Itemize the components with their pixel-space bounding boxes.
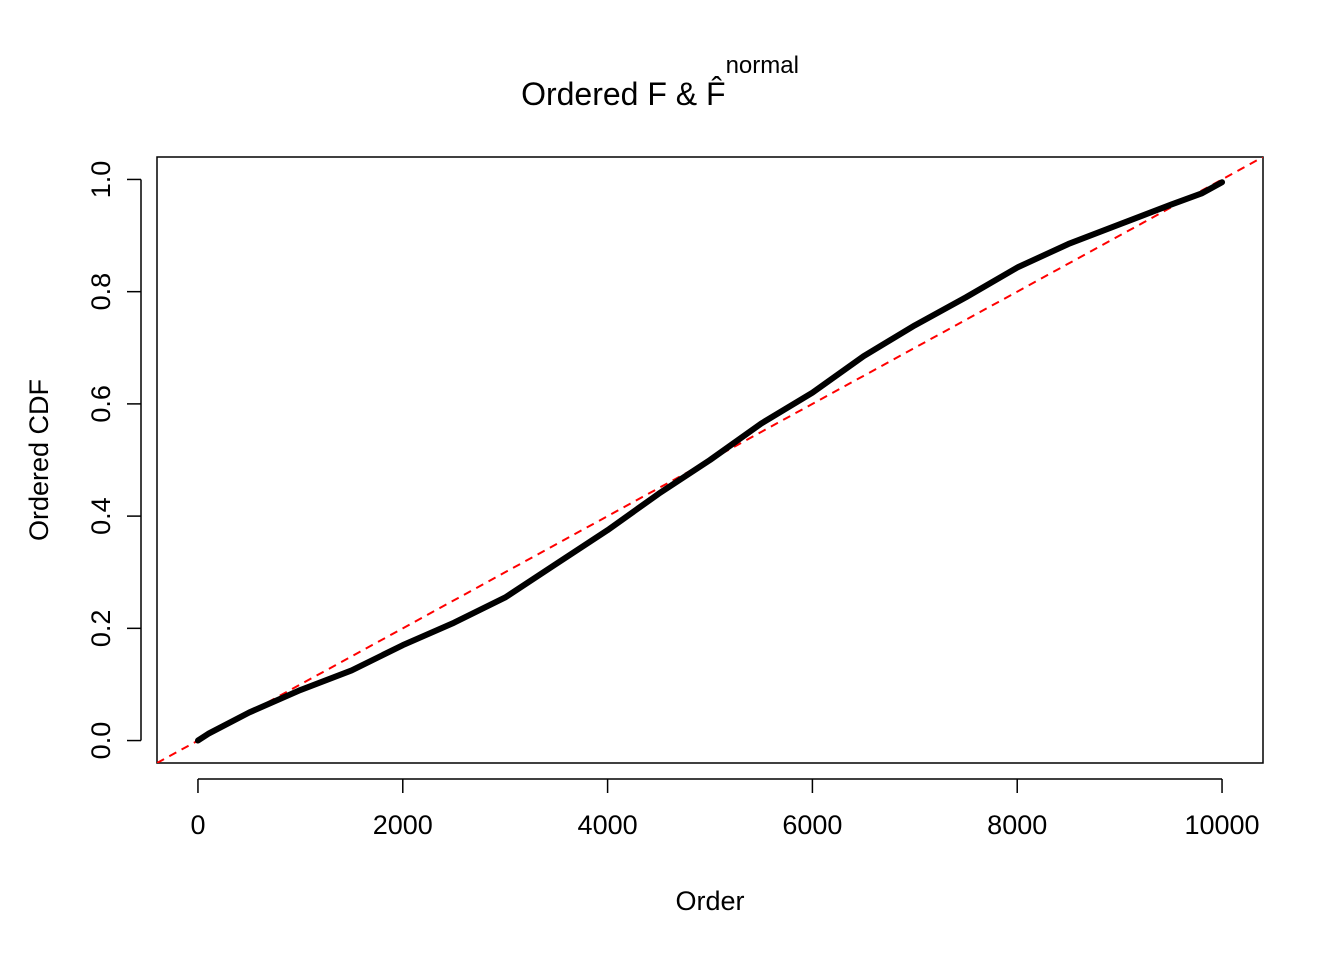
x-tick-label: 6000 xyxy=(782,810,842,840)
x-tick-label: 8000 xyxy=(987,810,1047,840)
title-main: Ordered F & F̂ xyxy=(521,76,726,112)
plot-area xyxy=(157,157,1263,763)
title-superscript: normal xyxy=(726,52,799,79)
y-tick-label: 0.6 xyxy=(86,385,116,423)
x-tick-label: 0 xyxy=(190,810,205,840)
y-tick-label: 1.0 xyxy=(86,161,116,199)
y-tick-label: 0.0 xyxy=(86,722,116,760)
y-axis-label: Ordered CDF xyxy=(24,379,54,541)
y-tick-label: 0.8 xyxy=(86,273,116,311)
data-line xyxy=(194,179,1226,744)
x-axis-label: Order xyxy=(675,886,744,916)
x-tick-label: 10000 xyxy=(1184,810,1259,840)
plot-frame xyxy=(156,156,1264,764)
chart-title: Ordered F & F̂normal xyxy=(521,52,799,112)
y-tick-label: 0.4 xyxy=(86,497,116,535)
x-tick-label: 4000 xyxy=(578,810,638,840)
y-tick-label: 0.2 xyxy=(86,610,116,648)
x-tick-label: 2000 xyxy=(373,810,433,840)
